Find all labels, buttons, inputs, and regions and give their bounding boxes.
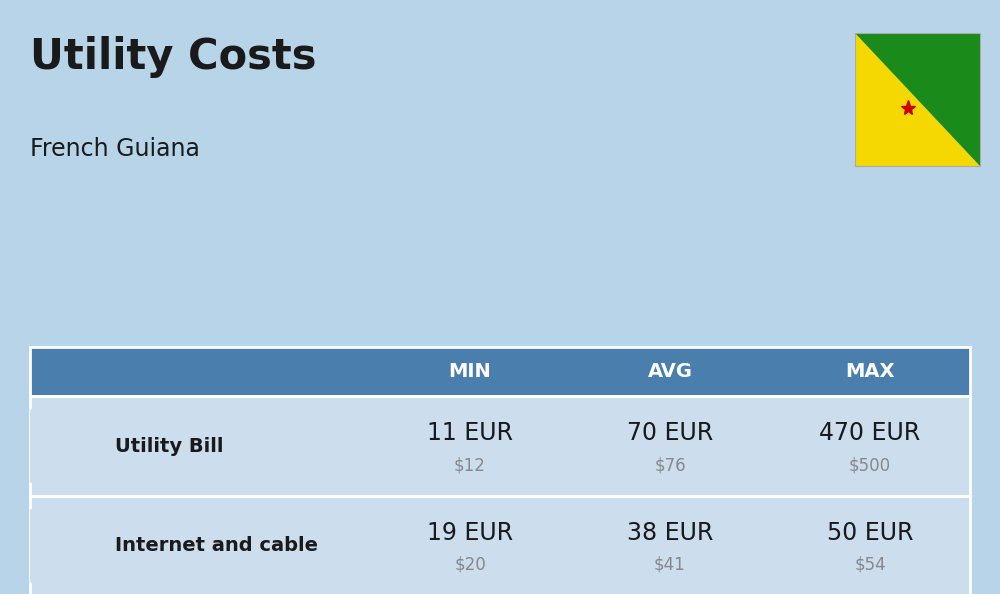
Text: AVG: AVG (647, 362, 692, 381)
Text: $12: $12 (454, 456, 486, 474)
Text: Internet and cable: Internet and cable (115, 536, 318, 555)
Text: Utility Bill: Utility Bill (115, 437, 224, 456)
FancyBboxPatch shape (30, 508, 105, 584)
Text: 19 EUR: 19 EUR (427, 521, 513, 545)
Text: Utility Costs: Utility Costs (30, 36, 316, 78)
FancyBboxPatch shape (30, 347, 970, 396)
Text: $54: $54 (854, 556, 886, 574)
Polygon shape (855, 33, 980, 166)
FancyBboxPatch shape (30, 396, 970, 496)
Text: $76: $76 (654, 456, 686, 474)
FancyBboxPatch shape (30, 408, 105, 484)
Text: $500: $500 (849, 456, 891, 474)
Text: $41: $41 (654, 556, 686, 574)
Text: $20: $20 (454, 556, 486, 574)
Text: 11 EUR: 11 EUR (427, 421, 513, 445)
Text: 50 EUR: 50 EUR (827, 521, 913, 545)
Text: French Guiana: French Guiana (30, 137, 200, 160)
Polygon shape (855, 33, 980, 166)
Text: 70 EUR: 70 EUR (627, 421, 713, 445)
FancyBboxPatch shape (30, 496, 970, 594)
Text: MIN: MIN (449, 362, 491, 381)
Text: MAX: MAX (845, 362, 895, 381)
Text: 470 EUR: 470 EUR (819, 421, 921, 445)
Text: 38 EUR: 38 EUR (627, 521, 713, 545)
